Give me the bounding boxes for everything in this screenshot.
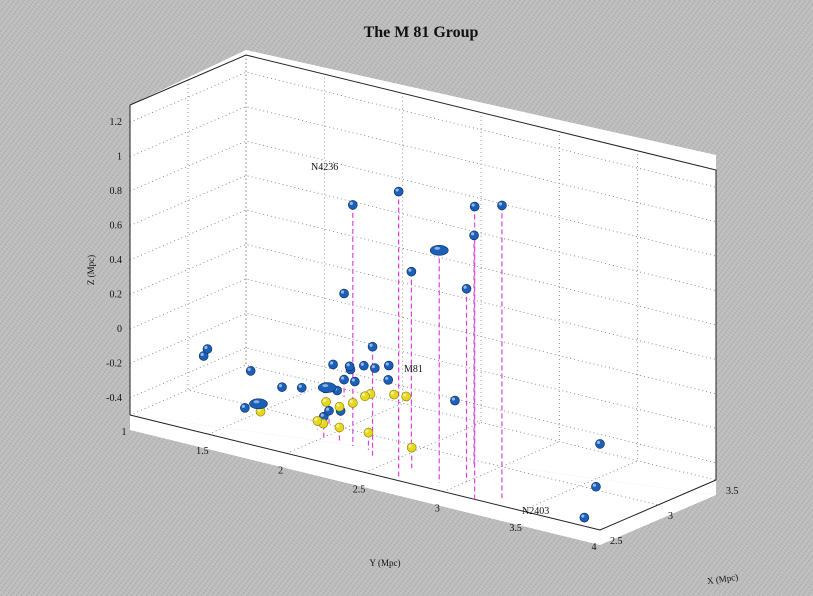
floor-pane	[130, 415, 716, 545]
back-wall-edge	[129, 54, 717, 480]
blue-point	[240, 403, 250, 413]
grid-line-z	[129, 278, 717, 395]
blue-point	[245, 366, 256, 376]
data-points	[198, 186, 605, 523]
yellow-point	[334, 422, 345, 433]
blue-point	[497, 200, 507, 211]
chart-title: The M 81 Group	[364, 24, 479, 41]
yellow-point	[363, 427, 374, 438]
grid-line-z	[129, 347, 717, 464]
yellow-point	[406, 442, 417, 453]
z-tick-label: 0.8	[110, 186, 123, 197]
grid-line-y	[443, 131, 560, 493]
z-tick-label: 0	[117, 324, 122, 335]
grid-line-z	[129, 71, 717, 188]
yellow-point	[312, 416, 323, 426]
blue-point	[406, 266, 417, 277]
z-tick-label: -0.4	[106, 393, 122, 404]
blue-point	[469, 230, 479, 241]
blue-point	[359, 360, 369, 371]
annotation-n4236: N4236	[311, 162, 338, 173]
grid-line-z	[129, 106, 717, 223]
blue-point	[383, 375, 394, 385]
tick-labels: 1.2 1 0.8 0.6 0.4 0.2 0 -0.2 -0.4 4 3.5 3 2.5 2 1.5 1 2.…	[106, 117, 738, 553]
blue-point	[350, 376, 360, 387]
blue-point	[461, 283, 472, 294]
z-tick-label: 0.6	[110, 221, 123, 232]
blue-point	[344, 361, 355, 372]
grid-line-z	[129, 175, 717, 291]
z-tick-label: 0.4	[110, 255, 123, 266]
blue-point	[339, 288, 349, 299]
grid-line-y	[286, 93, 404, 454]
y-axis-label: Y (Mpc)	[370, 558, 401, 568]
blue-point	[296, 382, 307, 393]
z-tick-label: -0.2	[106, 358, 122, 369]
z-tick-label: 0.2	[110, 289, 123, 300]
back-pane	[130, 50, 716, 495]
y-tick-label: 2.5	[353, 485, 366, 496]
blue-point	[393, 186, 404, 197]
yellow-point	[389, 389, 399, 400]
blue-point	[202, 344, 213, 354]
blue-point	[595, 439, 605, 449]
z-tick-label: 1.2	[110, 117, 123, 128]
galaxy-m81	[317, 382, 337, 393]
grid-line-y	[364, 112, 482, 473]
x-axis-label: X (Mpc)	[706, 572, 738, 586]
y-tick-label: 4	[592, 542, 597, 553]
y-tick-label: 3.5	[509, 523, 522, 534]
x-tick-label: 3	[668, 511, 673, 522]
grid-line-y	[521, 150, 639, 512]
axes-edges	[129, 54, 717, 531]
grid-line-x	[187, 80, 659, 506]
blue-point	[591, 481, 601, 492]
blue-point	[469, 201, 480, 212]
blue-point	[579, 512, 590, 523]
blue-point	[383, 360, 394, 371]
y-tick-label: 1	[122, 427, 127, 438]
x-tick-label: 2.5	[610, 536, 623, 547]
axes-panes	[130, 50, 716, 545]
grid-line-y	[208, 74, 325, 435]
yellow-point	[347, 398, 358, 408]
blue-point	[370, 363, 380, 373]
floor-edge	[129, 414, 717, 531]
grid-line-z	[129, 140, 717, 257]
blue-point	[450, 395, 460, 406]
yellow-point	[334, 401, 345, 412]
yellow-point	[360, 391, 370, 402]
grid-line-y	[129, 55, 247, 416]
grid-line-z	[129, 244, 717, 360]
blue-point	[367, 341, 378, 352]
z-axis-label: Z (Mpc)	[86, 255, 96, 285]
grid-line-z	[129, 209, 717, 326]
blue-point	[339, 374, 349, 385]
z-tick-label: 1	[117, 152, 122, 163]
blue-point	[324, 405, 334, 416]
annotation-m81: M81	[404, 364, 423, 375]
y-tick-label: 2	[278, 465, 283, 476]
blue-point	[347, 200, 358, 210]
blue-point	[328, 359, 338, 370]
y-tick-label: 3	[435, 504, 440, 515]
blue-point	[277, 382, 287, 392]
y-tick-label: 1.5	[196, 446, 209, 457]
yellow-point	[321, 397, 331, 407]
galaxy-n2403	[249, 398, 268, 410]
grid-line-x	[245, 55, 717, 481]
yellow-point	[401, 391, 411, 402]
annotation-n2403: N2403	[522, 506, 549, 517]
grid-line-z	[129, 312, 717, 429]
x-tick-label: 3.5	[726, 486, 739, 497]
galaxy-n4236	[429, 245, 449, 256]
